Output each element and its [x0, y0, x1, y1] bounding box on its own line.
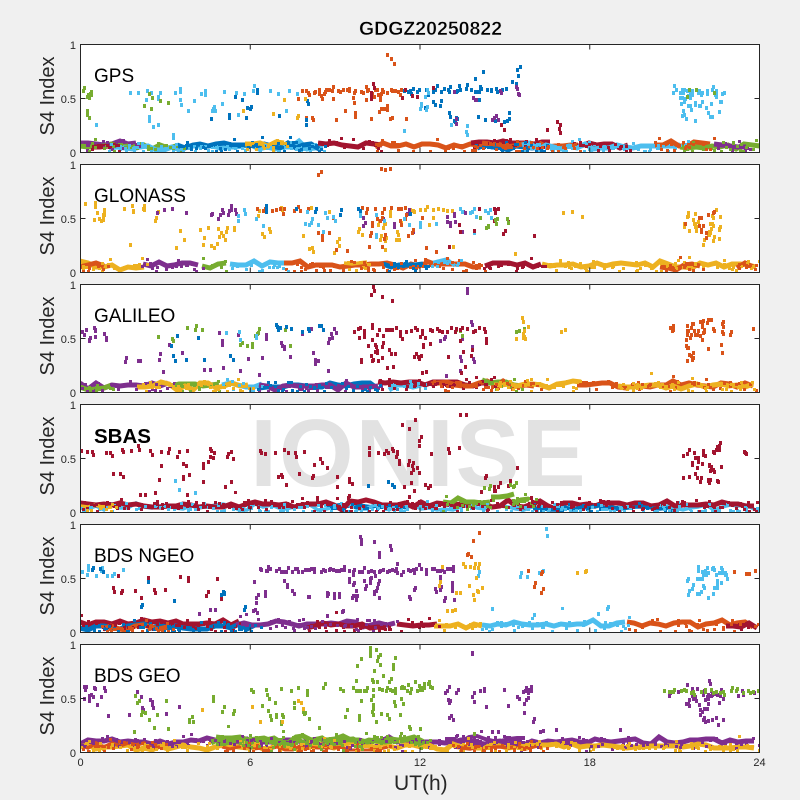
svg-text:1: 1 — [70, 520, 76, 532]
svg-text:1: 1 — [70, 40, 76, 52]
svg-text:0.5: 0.5 — [61, 334, 76, 346]
svg-text:1: 1 — [70, 280, 76, 292]
svg-text:S4 Index: S4 Index — [37, 417, 59, 496]
svg-text:0: 0 — [70, 268, 76, 280]
svg-text:0.5: 0.5 — [61, 574, 76, 586]
svg-text:GLONASS: GLONASS — [94, 186, 186, 207]
svg-text:0.5: 0.5 — [61, 94, 76, 106]
svg-text:UT(h): UT(h) — [394, 772, 448, 795]
svg-text:SBAS: SBAS — [94, 425, 151, 448]
svg-text:S4 Index: S4 Index — [37, 297, 59, 376]
svg-text:0.5: 0.5 — [61, 214, 76, 226]
svg-text:12: 12 — [414, 757, 426, 769]
svg-text:BDS GEO: BDS GEO — [94, 666, 181, 687]
svg-text:18: 18 — [584, 757, 596, 769]
svg-text:S4 Index: S4 Index — [37, 177, 59, 256]
svg-text:BDS NGEO: BDS NGEO — [94, 546, 194, 567]
svg-text:GALILEO: GALILEO — [94, 306, 175, 327]
svg-text:S4 Index: S4 Index — [37, 537, 59, 616]
svg-text:GPS: GPS — [94, 66, 134, 87]
svg-text:0.5: 0.5 — [61, 694, 76, 706]
svg-text:24: 24 — [753, 757, 765, 769]
svg-text:GDGZ20250822: GDGZ20250822 — [359, 18, 502, 40]
svg-text:0: 0 — [70, 748, 76, 760]
svg-text:IONISE: IONISE — [250, 400, 587, 507]
svg-text:1: 1 — [70, 160, 76, 172]
svg-text:6: 6 — [247, 757, 253, 769]
svg-text:S4 Index: S4 Index — [37, 57, 59, 136]
svg-text:1: 1 — [70, 400, 76, 412]
svg-text:S4 Index: S4 Index — [37, 657, 59, 736]
svg-text:0: 0 — [77, 757, 83, 769]
svg-text:0: 0 — [70, 628, 76, 640]
svg-text:0.5: 0.5 — [61, 454, 76, 466]
svg-text:1: 1 — [70, 640, 76, 652]
svg-text:0: 0 — [70, 388, 76, 400]
svg-text:0: 0 — [70, 508, 76, 520]
svg-text:0: 0 — [70, 148, 76, 160]
